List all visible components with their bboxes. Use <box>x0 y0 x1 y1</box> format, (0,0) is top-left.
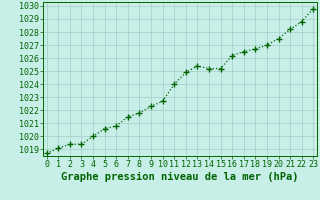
X-axis label: Graphe pression niveau de la mer (hPa): Graphe pression niveau de la mer (hPa) <box>61 172 299 182</box>
